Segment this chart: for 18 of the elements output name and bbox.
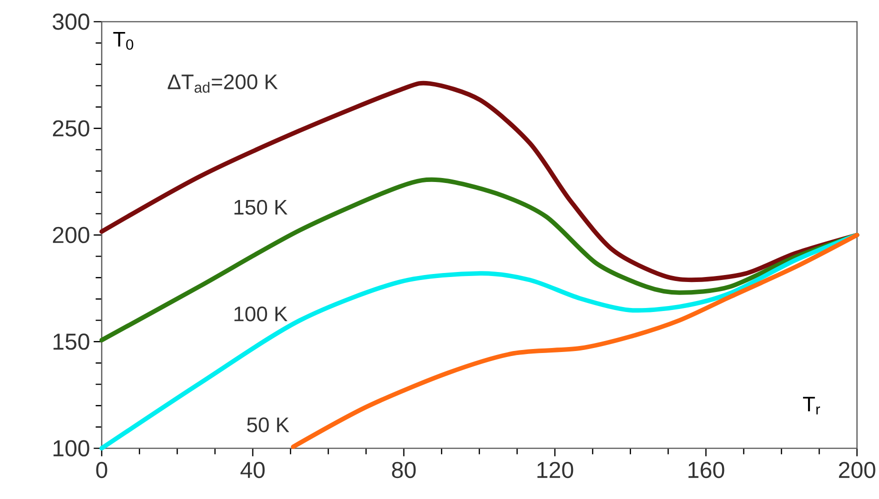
y-tick-label: 150: [54, 334, 90, 350]
x-tick-label: 80: [392, 462, 416, 478]
x-tick-label: 40: [240, 462, 265, 478]
annotation: ΔT$_{ad}$=200 K: [168, 74, 278, 93]
x-tick-label: 160: [688, 462, 724, 478]
annotation: 100 K: [234, 306, 288, 322]
y-tick-label: 100: [54, 440, 90, 456]
line-series: [290, 232, 860, 450]
x-tick-label: 200: [838, 462, 876, 478]
x-tick-label: 0: [96, 462, 108, 478]
x-tick-label: 120: [537, 462, 574, 478]
annotation: 150 K: [234, 200, 288, 215]
y-tick-label: 200: [52, 226, 90, 244]
y-tick-label: 300: [52, 14, 90, 30]
y-tick-label: 250: [52, 120, 90, 136]
y-axis-title: T$_{0}$: [113, 32, 134, 50]
x-axis-title: T$_{r}$: [803, 396, 820, 414]
annotation: 50 K: [247, 417, 290, 432]
